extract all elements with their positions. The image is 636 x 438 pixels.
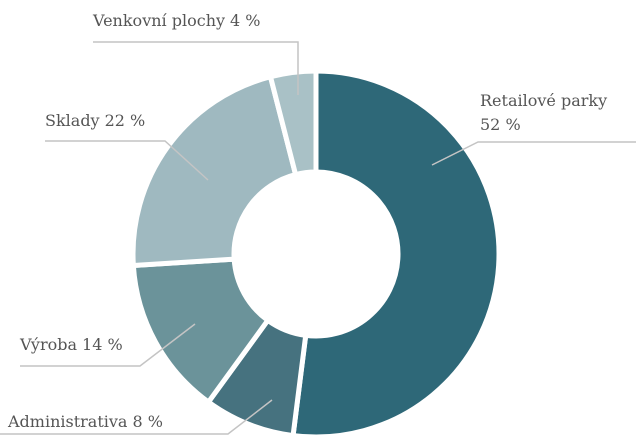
value-label: 52 % (480, 115, 521, 134)
leader-line (45, 140, 209, 181)
category-label: Venkovní plochy (92, 11, 225, 30)
value-label: 8 % (132, 412, 162, 431)
value-label: 22 % (105, 111, 146, 130)
value-label: 14 % (82, 335, 123, 354)
slice (130, 73, 299, 269)
category-label: Výroba (19, 335, 77, 354)
slice-label: Retailové parky 52 % (480, 91, 607, 134)
slice-label: Sklady 22 % (45, 111, 145, 130)
slice (267, 68, 319, 178)
slice-label: Venkovní plochy 4 % (92, 11, 261, 30)
value-label: 4 % (230, 11, 260, 30)
slice-label: Výroba 14 % (19, 335, 123, 354)
leader-line (93, 41, 299, 95)
leader-line (0, 399, 273, 435)
slice-label: Administrativa 8 % (7, 412, 163, 431)
slice (290, 68, 502, 438)
leader-line (20, 323, 196, 367)
category-label: Administrativa (7, 412, 128, 431)
category-label: Retailové parky (480, 91, 607, 110)
category-label: Sklady (45, 111, 100, 130)
slice (130, 256, 272, 406)
leader-line (431, 141, 636, 166)
